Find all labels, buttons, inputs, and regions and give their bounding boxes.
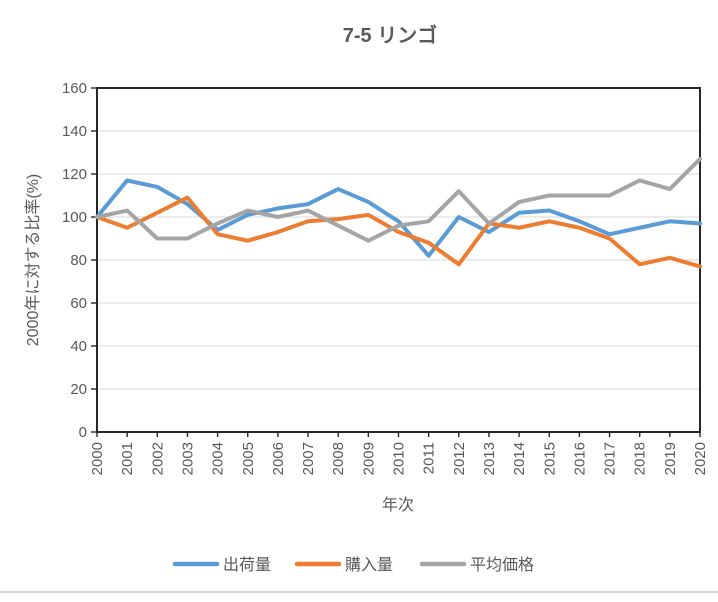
x-tick-label: 2000 (89, 442, 106, 475)
x-axis-ticks: 2000 2001 2002 2003 2004 2005 2006 2007 2008 2009… (89, 432, 709, 475)
y-tick-label: 60 (70, 295, 87, 312)
legend-item-出荷量[interactable]: 出荷量 (172, 556, 271, 574)
series-lines[interactable] (95, 156, 702, 269)
y-tick-label: 140 (62, 123, 87, 140)
y-tick-label: 40 (70, 338, 87, 355)
legend[interactable]: 出荷量 購入量 平均価格 (172, 556, 534, 574)
legend-item-購入量[interactable]: 購入量 (294, 556, 393, 574)
bottom-divider (0, 591, 718, 593)
y-tick-label: 120 (62, 166, 87, 183)
y-tick-label: 160 (62, 80, 87, 97)
y-tick-label: 0 (79, 424, 87, 441)
x-tick-label: 2005 (240, 442, 257, 475)
legend-label: 購入量 (345, 556, 393, 574)
series-line-平均価格[interactable] (95, 156, 702, 243)
x-tick-label: 2004 (210, 442, 227, 475)
x-tick-label: 2008 (330, 442, 347, 475)
gridlines (97, 130, 700, 390)
legend-item-平均価格[interactable]: 平均価格 (419, 556, 534, 574)
x-tick-label: 2016 (571, 442, 588, 475)
x-tick-label: 2012 (451, 442, 468, 475)
y-tick-label: 80 (70, 252, 87, 269)
x-tick-label: 2010 (391, 442, 408, 475)
y-tick-label: 100 (62, 209, 87, 226)
legend-label: 出荷量 (223, 556, 271, 574)
x-tick-label: 2017 (602, 442, 619, 475)
y-axis-title: 2000年に対する比率(%) (24, 174, 42, 346)
x-tick-label: 2013 (481, 442, 498, 475)
x-tick-label: 2007 (300, 442, 317, 475)
x-tick-label: 2014 (511, 442, 528, 475)
legend-label: 平均価格 (470, 556, 534, 574)
x-tick-label: 2015 (541, 442, 558, 475)
y-axis-ticks: 0 20 40 60 80 100 120 140 160 (62, 80, 97, 441)
x-tick-label: 2009 (360, 442, 377, 475)
x-tick-label: 2019 (662, 442, 679, 475)
x-tick-label: 2001 (119, 442, 136, 475)
y-tick-label: 20 (70, 381, 87, 398)
x-tick-label: 2002 (149, 442, 166, 475)
series-line-出荷量[interactable] (95, 178, 702, 258)
x-tick-label: 2018 (632, 442, 649, 475)
x-tick-label: 2003 (179, 442, 196, 475)
chart-title: 7-5 リンゴ (343, 23, 437, 47)
x-tick-label: 2006 (270, 442, 287, 475)
x-tick-label: 2020 (692, 442, 709, 475)
x-axis-title: 年次 (382, 496, 414, 514)
x-tick-label: 2011 (421, 442, 438, 474)
series-line-購入量[interactable] (95, 195, 702, 269)
